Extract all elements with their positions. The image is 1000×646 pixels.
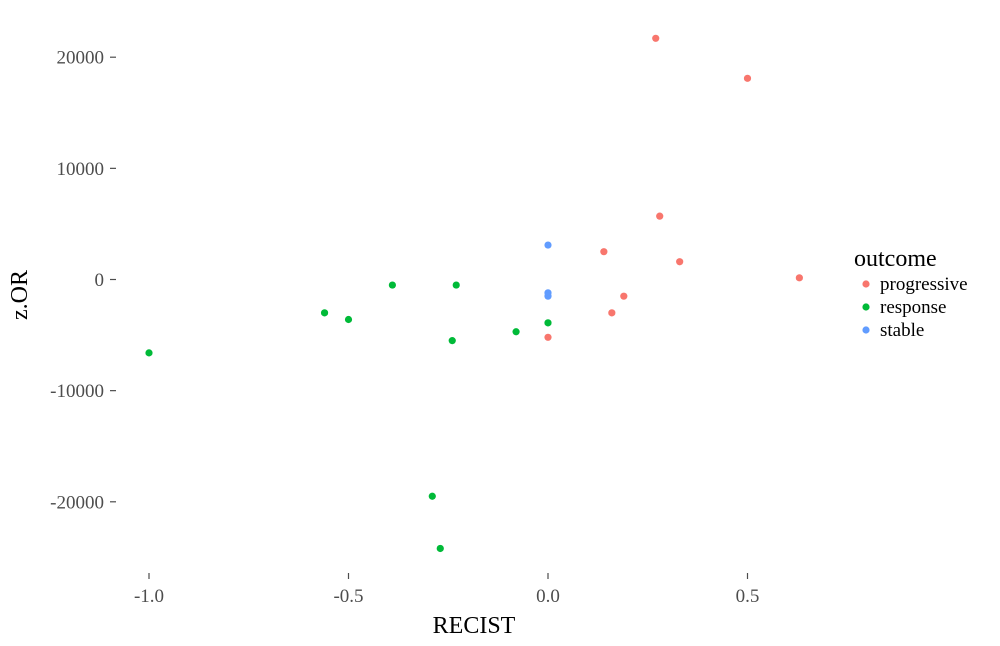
point-response [452,281,460,289]
point-progressive [544,333,552,341]
x-tick-label: -1.0 [134,586,164,607]
x-tick-label: -0.5 [333,586,363,607]
legend-key-progressive [862,280,870,288]
x-axis: -1.0 -0.5 0.0 0.5 [134,573,759,607]
point-progressive [600,248,608,256]
point-stable [544,292,552,300]
point-stable [544,241,552,249]
point-progressive [620,292,628,300]
point-progressive [652,34,660,42]
point-response [145,349,153,357]
y-tick-label: 10000 [57,159,105,180]
point-response [544,319,552,327]
y-axis-title: z.OR [7,270,33,320]
y-tick-label: -20000 [50,492,104,513]
point-response [344,315,353,324]
point-response [388,281,396,289]
legend-key-response [862,303,870,311]
x-axis-title: RECIST [433,613,516,639]
x-tick-label: 0.5 [736,586,760,607]
x-tick-label: 0.0 [536,586,560,607]
point-progressive [608,309,616,317]
y-tick-label: -10000 [50,381,104,402]
point-response [428,492,436,500]
legend-key-stable [862,326,870,334]
point-progressive [656,212,664,220]
point-response [436,544,444,553]
data-points [145,34,803,553]
point-response [448,337,456,345]
point-response [320,309,329,317]
point-progressive [743,74,752,82]
point-response [512,328,520,336]
legend-label-progressive: progressive [880,274,968,295]
legend-title: outcome [854,246,937,272]
y-axis: -20000 -10000 0 10000 20000 [50,48,116,513]
legend-label-stable: stable [880,320,924,341]
y-tick-label: 20000 [57,48,105,69]
y-tick-label: 0 [95,270,105,291]
point-progressive [676,258,684,266]
legend-label-response: response [880,297,946,318]
point-progressive [795,274,803,282]
